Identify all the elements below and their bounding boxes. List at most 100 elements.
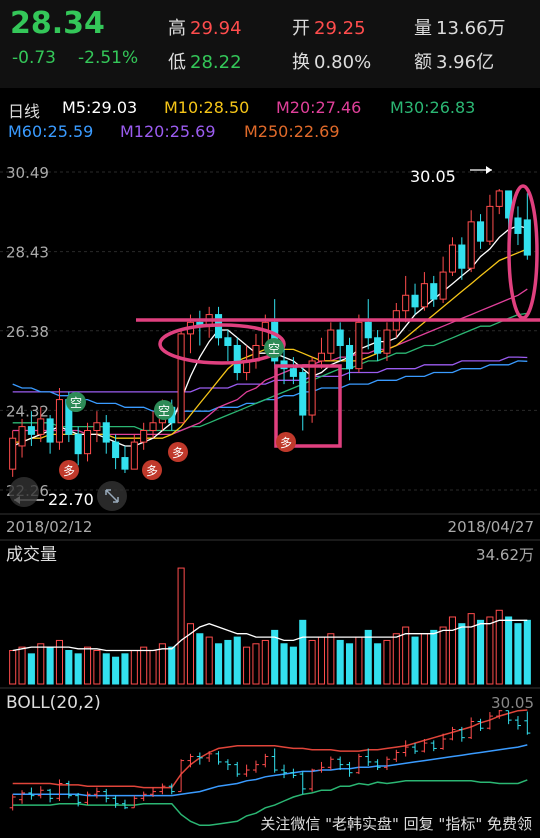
- volume-bar: [177, 567, 185, 685]
- volume-bar: [486, 616, 494, 685]
- volume-bar: [402, 626, 410, 685]
- low-label: 低: [168, 52, 186, 73]
- volume-bar: [83, 646, 92, 685]
- price-change-pct: -2.51%: [78, 48, 139, 68]
- volume-bar: [261, 639, 269, 685]
- volume-bar: [224, 639, 232, 685]
- y-tick-label: 26.38: [6, 323, 49, 341]
- volume-max-label: 34.62万: [476, 546, 534, 564]
- high-field: 高 29.94: [168, 14, 242, 40]
- volume-bar: [112, 656, 120, 685]
- candle-body: [112, 441, 120, 459]
- expand-arrows-icon: [105, 489, 119, 503]
- volume-bar: [439, 626, 447, 685]
- period-label[interactable]: 日线: [8, 102, 41, 121]
- volume-bar: [430, 629, 438, 685]
- low-value: 28.22: [190, 52, 242, 73]
- candle-body: [439, 271, 447, 300]
- candle-body: [336, 329, 344, 346]
- candle-body: [514, 217, 522, 234]
- volume-bar: [65, 649, 73, 685]
- buy-signal-badge-circle: [276, 432, 296, 452]
- volume-bar: [458, 623, 466, 685]
- volume-bar: [467, 613, 475, 685]
- buy-signal-badge: 多: [172, 446, 184, 460]
- volume-bar: [196, 633, 204, 685]
- boll-upper-line: [12, 709, 528, 789]
- volume-bar: [420, 633, 428, 685]
- buy-signal-badge: 多: [146, 464, 158, 478]
- candle-body: [93, 422, 101, 431]
- candle-body: [289, 368, 297, 377]
- volume-bar: [233, 636, 241, 685]
- candle-body: [458, 244, 466, 269]
- amount-label: 额: [414, 52, 432, 73]
- ma120-legend: M120:25.69: [120, 122, 216, 141]
- candle-body: [476, 221, 485, 242]
- candle-body: [327, 329, 335, 354]
- y-tick-label: 24.32: [6, 402, 49, 420]
- volume-title: 成交量: [6, 545, 57, 565]
- candle-body: [317, 352, 326, 362]
- volume-bar: [158, 643, 166, 685]
- volume-bar: [355, 636, 363, 685]
- candle-body: [130, 441, 138, 470]
- volume-value: 13.66万: [436, 18, 506, 39]
- last-price: 28.34: [10, 6, 105, 41]
- candle-body: [83, 429, 92, 455]
- candle-body: [46, 418, 54, 443]
- volume-bar: [327, 633, 335, 685]
- candle-body: [299, 372, 307, 416]
- candle-body: [18, 426, 26, 447]
- ma120-line: [12, 356, 528, 393]
- volume-ma-line: [12, 619, 528, 652]
- ma5-legend: M5:29.03: [62, 98, 138, 117]
- boll-middle-line: [12, 744, 528, 797]
- candle-body: [308, 360, 316, 416]
- amount-value: 3.96亿: [436, 52, 495, 73]
- volume-bar: [9, 649, 17, 685]
- high-label: 高: [168, 18, 186, 39]
- candle-body: [37, 418, 45, 435]
- candle-body: [467, 221, 475, 269]
- consolidation-ellipse: [158, 323, 286, 365]
- ma30-legend: M30:26.83: [390, 98, 476, 117]
- candle-body: [383, 329, 391, 354]
- volume-bar: [383, 639, 391, 685]
- price-change: -0.73: [12, 48, 56, 68]
- candle-body: [55, 399, 64, 443]
- sell-signal-badge: 空: [70, 396, 82, 410]
- turnover-label: 换: [292, 52, 310, 73]
- turnover-field: 换 0.80%: [292, 48, 371, 74]
- candle-body: [140, 429, 148, 443]
- boll-lower-line: [12, 779, 528, 827]
- buy-signal-badge-circle: [168, 442, 188, 462]
- candle-body: [364, 321, 372, 339]
- candle-body: [420, 283, 428, 308]
- volume-bar: [121, 653, 129, 685]
- y-tick-label: 30.49: [6, 164, 49, 182]
- collapse-icon: [9, 477, 39, 507]
- volume-bar: [149, 649, 157, 685]
- amount-field: 额 3.96亿: [414, 48, 494, 74]
- candle-body: [486, 205, 494, 242]
- volume-bar: [336, 639, 344, 685]
- candle-body: [448, 244, 457, 273]
- volume-bar: [252, 643, 260, 685]
- turnover-value: 0.80%: [314, 52, 372, 73]
- volume-bar: [93, 649, 101, 685]
- peak-ellipse: [507, 184, 539, 320]
- quote-header: 28.34 -0.73 -2.51% 高 29.94 低 28.22 开 29.25 …: [0, 0, 540, 88]
- low-annotation-label: 22.70: [48, 490, 94, 509]
- volume-bar: [523, 619, 531, 685]
- pullback-box: [274, 364, 342, 448]
- buy-signal-badge-circle: [59, 460, 79, 480]
- sell-signal-badge-circle: [264, 338, 284, 358]
- high-arrow-head: [486, 166, 492, 174]
- candle-body: [149, 422, 157, 431]
- open-value: 29.25: [314, 18, 366, 39]
- high-value: 29.94: [190, 18, 242, 39]
- volume-bar: [374, 643, 382, 685]
- buy-signal-badge-circle: [142, 460, 162, 480]
